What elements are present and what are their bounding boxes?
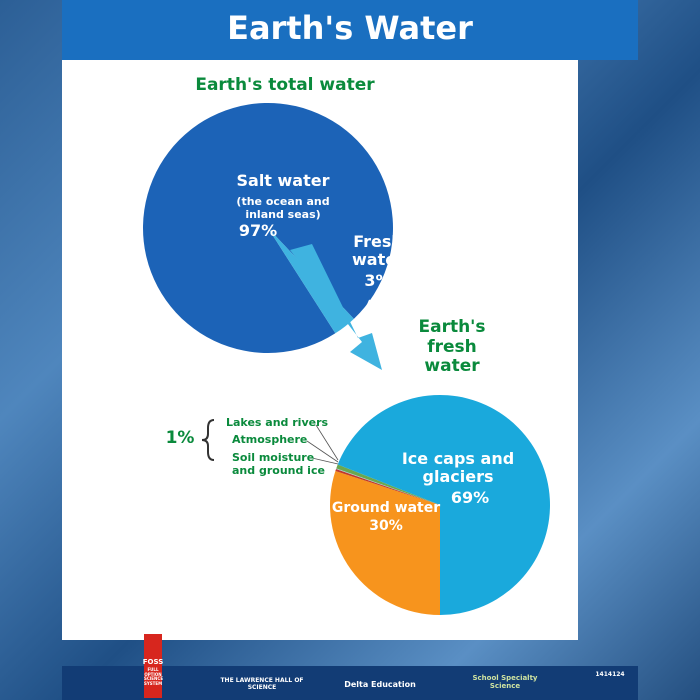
footer-text: Delta Education [344,680,416,689]
arrow [290,244,382,370]
value-label: 30% [369,518,403,534]
pie-title: Earth's fresh water [418,317,486,377]
footer-text: School Specialty Science [472,674,538,691]
slice-note: (the ocean and inland seas) [236,195,330,221]
page-title: Earth's Water [227,9,473,47]
slice-label: Lakes and rivers [226,416,329,429]
group-label: 1% [165,428,195,448]
slice-label: Atmosphere [232,433,308,446]
bracket [201,419,215,461]
slice-label: Fresh water [352,232,404,270]
pie-slice [336,464,440,505]
leader-lines [306,424,339,465]
value-label: 69% [450,488,490,507]
pie-title: Earth's total water [195,75,375,95]
pie-slice [336,468,440,505]
slice-label: Soil moisture and ground ice [232,451,325,477]
pie-slice [330,471,440,615]
pointer [361,299,371,319]
pie-slice [335,469,440,505]
footer-text: 1414124 [595,671,625,678]
value-label: 97% [238,221,278,240]
foss-logo [144,634,162,698]
pie-slice [268,228,354,334]
pie-slice [337,395,550,615]
footer-text: FOSS [142,658,164,666]
header-bar [62,0,638,60]
value-label: 3% [364,271,392,290]
slice-label: Ground water [331,500,441,516]
slice-label: Ice caps and glaciers [401,449,515,487]
footer-text: THE LAWRENCE HALL OF SCIENCE [220,677,304,691]
footer-text: FULL OPTION SCIENCE SYSTEM [144,667,164,686]
slice-label: Salt water [236,171,330,190]
